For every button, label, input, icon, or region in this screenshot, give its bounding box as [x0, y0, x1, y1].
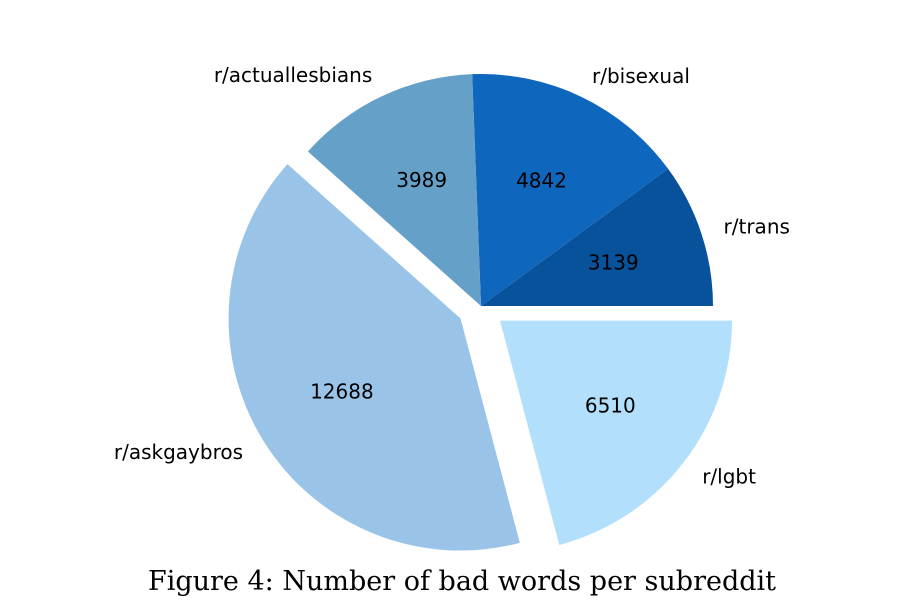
pie-labels: 3139 r/trans 4842 r/bisexual 3989 r/actualles… [114, 63, 790, 488]
value-label-bisexual: 4842 [516, 169, 567, 193]
category-label-trans: r/trans [724, 215, 790, 239]
category-label-lgbt: r/lgbt [702, 464, 756, 488]
category-label-actuallesbians: r/actuallesbians [214, 63, 372, 87]
pie-chart: 3139 r/trans 4842 r/bisexual 3989 r/actualles… [114, 63, 790, 551]
pie-slices [228, 73, 733, 551]
value-label-actuallesbians: 3989 [396, 168, 447, 192]
figure-caption: Figure 4: Number of bad words per subred… [147, 566, 777, 597]
value-label-trans: 3139 [588, 251, 639, 275]
value-label-askgaybros: 12688 [310, 379, 374, 403]
category-label-askgaybros: r/askgaybros [114, 440, 243, 464]
pie-slice-actuallesbians [307, 74, 481, 307]
pie-slice-bisexual [472, 73, 669, 306]
pie-slice-trans [481, 168, 713, 306]
pie-slice-lgbt [500, 320, 733, 545]
category-label-bisexual: r/bisexual [592, 64, 690, 88]
value-label-lgbt: 6510 [585, 394, 636, 418]
pie-slice-askgaybros [228, 164, 520, 551]
